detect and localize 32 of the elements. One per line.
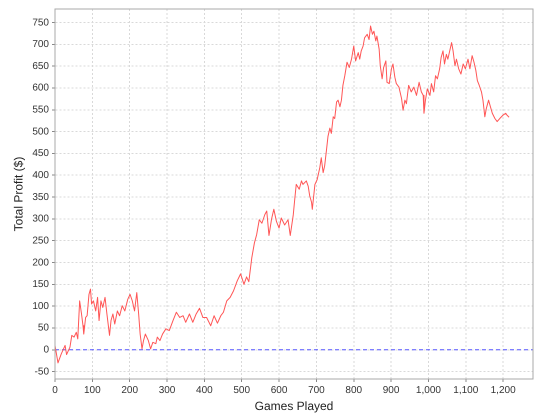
y-tick-label: 500 (32, 126, 50, 138)
x-tick-label: 1,200 (490, 384, 516, 396)
y-tick-label: 350 (32, 192, 50, 203)
y-tick-label: 750 (32, 17, 50, 28)
y-tick-label: 250 (32, 235, 50, 246)
y-tick-label: 50 (38, 322, 50, 334)
y-tick-label: 600 (32, 82, 50, 94)
x-tick-label: 600 (270, 384, 288, 396)
x-tick-label: 900 (382, 384, 400, 396)
y-tick-label: 400 (32, 170, 50, 181)
y-tick-label: 700 (32, 39, 50, 50)
x-tick-label: 800 (345, 384, 363, 396)
x-tick-label: 0 (52, 384, 58, 396)
x-axis-title: Games Played (254, 399, 334, 414)
y-tick-label: 150 (32, 279, 50, 290)
y-tick-label: 550 (32, 104, 50, 116)
y-tick-label: 100 (32, 300, 50, 312)
x-tick-label: 400 (196, 384, 214, 396)
x-tick-label: 1,100 (453, 384, 479, 396)
y-tick-label: 200 (32, 257, 50, 268)
x-tick-label: 1,000 (416, 384, 442, 396)
x-tick-label: 200 (121, 384, 138, 396)
x-tick-label: 300 (158, 384, 176, 396)
y-tick-label: 650 (32, 60, 50, 72)
y-tick-label: 300 (32, 214, 50, 225)
y-tick-label: 450 (32, 148, 50, 160)
y-tick-label: -50 (34, 366, 50, 378)
y-axis-title: Total Profit ($) (12, 156, 26, 232)
x-tick-label: 100 (84, 384, 102, 396)
x-tick-label: 700 (308, 384, 326, 396)
x-tick-label: 500 (233, 384, 250, 396)
y-tick-label: 0 (43, 344, 50, 356)
